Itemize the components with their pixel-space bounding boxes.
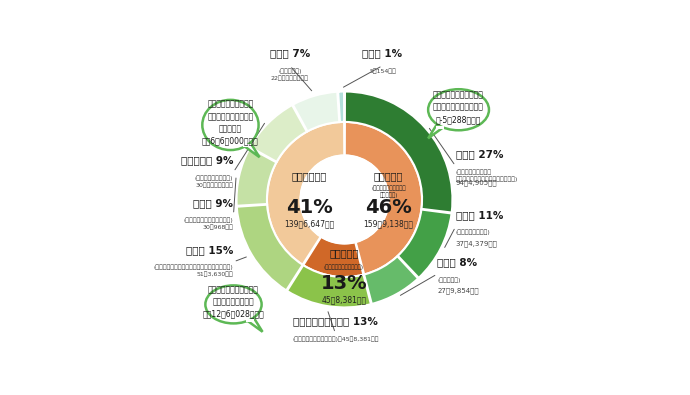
- Text: (将来に残るものへの経費): (将来に残るものへの経費): [324, 265, 364, 270]
- Text: 繰出金 9%: 繰出金 9%: [193, 198, 233, 208]
- Text: 扶助費 27%: 扶助費 27%: [455, 149, 503, 159]
- Text: 小・中学校の空調整備費
などが増えました。
（＋12兂6，028万円）: 小・中学校の空調整備費 などが増えました。 （＋12兂6，028万円）: [203, 285, 264, 319]
- Ellipse shape: [206, 286, 262, 324]
- Text: (団体への補助金など)
30億５，０９５万円: (団体への補助金など) 30億５，０９５万円: [195, 175, 233, 188]
- Circle shape: [300, 155, 388, 244]
- Wedge shape: [338, 92, 344, 122]
- Text: (任意に節減することが
難しい経費): (任意に節減することが 難しい経費): [371, 185, 406, 198]
- Wedge shape: [237, 205, 303, 290]
- Text: 159億9,138万円: 159億9,138万円: [364, 219, 413, 228]
- Text: 41%: 41%: [286, 198, 333, 216]
- Wedge shape: [398, 209, 451, 278]
- Text: 46%: 46%: [365, 198, 412, 216]
- Text: 139億6,647万円: 139億6,647万円: [284, 219, 335, 228]
- Text: (借金の返済): (借金の返済): [437, 277, 461, 283]
- Text: (職員や議員の給与): (職員や議員の給与): [455, 230, 491, 235]
- Wedge shape: [237, 148, 277, 206]
- Text: 45億8,381万円: 45億8,381万円: [322, 295, 366, 304]
- Text: (医療費や児童手当、
障がい者への給付、生活保護費など): (医療費や児童手当、 障がい者への給付、生活保護費など): [455, 169, 518, 182]
- Text: 穏立金 7%: 穏立金 7%: [270, 49, 310, 58]
- Wedge shape: [364, 256, 418, 304]
- Text: 投資的経費: 投資的経費: [329, 248, 359, 258]
- Ellipse shape: [202, 100, 259, 150]
- Text: その他 1%: その他 1%: [362, 49, 402, 58]
- Polygon shape: [243, 145, 259, 157]
- Text: その他の経費: その他の経費: [292, 172, 327, 182]
- Text: 公債費 8%: 公債費 8%: [437, 257, 477, 267]
- Text: 物件費 15%: 物件費 15%: [186, 245, 233, 255]
- Wedge shape: [293, 92, 339, 132]
- Text: 37億4,379万円: 37億4,379万円: [455, 241, 497, 247]
- Text: (預金の穏立)
22億６，８００万円: (預金の穏立) 22億６，８００万円: [270, 69, 308, 81]
- Polygon shape: [246, 319, 255, 322]
- Text: (特別会計へ出しているお金)
30億968万円: (特別会計へ出しているお金) 30億968万円: [184, 218, 233, 230]
- Text: 県施行都市計画道路事
業等整備基金などが増
えました。
（＋6兂6，000万円）: 県施行都市計画道路事 業等整備基金などが増 えました。 （＋6兂6，000万円）: [202, 100, 259, 145]
- Text: 13%: 13%: [321, 274, 367, 293]
- Wedge shape: [267, 122, 344, 265]
- Polygon shape: [246, 320, 262, 332]
- Wedge shape: [304, 237, 364, 277]
- Ellipse shape: [428, 89, 489, 130]
- Text: 義務的経費: 義務的経費: [374, 172, 403, 182]
- Polygon shape: [436, 126, 444, 129]
- Text: 臨時福祉給付金等給付事
業費などが減りました。
（-5，288万円）: 臨時福祉給付金等給付事 業費などが減りました。 （-5，288万円）: [433, 91, 484, 124]
- Polygon shape: [244, 145, 251, 147]
- Text: (光熱水費や施設の維持、事務用品費購入など)
51億3,630万円: (光熱水費や施設の維持、事務用品費購入など) 51億3,630万円: [154, 265, 233, 277]
- Text: 5億154万円: 5億154万円: [369, 69, 396, 74]
- Wedge shape: [287, 265, 371, 307]
- Text: 人件費 11%: 人件費 11%: [455, 210, 503, 220]
- Text: 27億9,854万円: 27億9,854万円: [437, 288, 479, 294]
- Wedge shape: [345, 92, 453, 213]
- Text: 補助費など 9%: 補助費など 9%: [181, 155, 233, 165]
- Text: 94億4,905万円: 94億4,905万円: [455, 180, 497, 186]
- Text: 普通建設事業費など 13%: 普通建設事業費など 13%: [293, 316, 378, 326]
- Polygon shape: [428, 126, 445, 138]
- Wedge shape: [345, 122, 422, 275]
- Text: (道路や学校の建設費など)　45億8,381万円: (道路や学校の建設費など) 45億8,381万円: [292, 337, 379, 342]
- Wedge shape: [250, 105, 307, 162]
